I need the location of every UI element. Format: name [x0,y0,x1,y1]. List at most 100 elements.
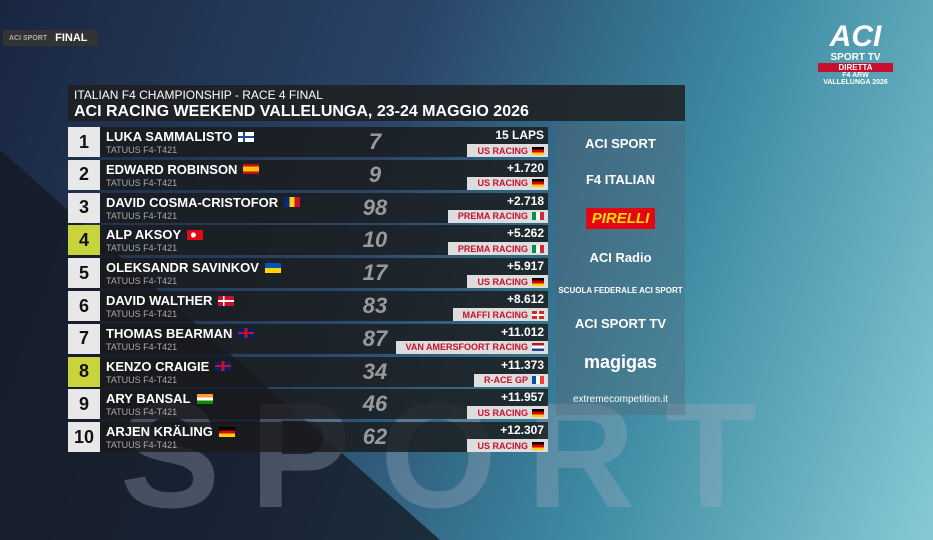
car-model: TATUUS F4-T421 [106,440,178,451]
driver-cell: OLEKSANDR SAVINKOV TATUUS F4-T421 17 +5.917… [100,258,548,289]
team: PREMA RACING [447,209,548,223]
channel-event: F4 ARW [842,72,869,79]
team: US RACING [467,176,548,190]
sponsor-column: ACI SPORT F4 ITALIAN PIRELLI ACI Radio S… [556,125,685,415]
team-name: US RACING [477,276,528,287]
car-number: 9 [368,161,382,187]
driver: ALP AKSOY [106,227,204,243]
sponsor: SCUOLA FEDERALE ACI SPORT [558,285,683,295]
flag-icon [532,441,544,450]
result-row: 8 KENZO CRAIGIE TATUUS F4-T421 34 +11.373 R-A… [68,356,548,387]
flag-icon [532,376,544,385]
flag-icon [187,229,204,240]
result-row: 5 OLEKSANDR SAVINKOV TATUUS F4-T421 17 +5.91… [68,258,548,289]
team-name: VAN AMERSFOORT RACING [405,342,529,353]
gap: 15 LAPS [495,128,544,142]
driver-name: LUKA SAMMALISTO [106,129,233,144]
driver: KENZO CRAIGIE [106,359,232,374]
car-number: 7 [368,129,382,154]
gap: +11.957 [500,390,544,405]
position: 6 [68,291,100,321]
position: 2 [68,159,100,190]
flag-icon [532,408,544,417]
sponsor: ACI SPORT TV [574,315,666,331]
team-name: US RACING [477,407,528,418]
title: ACI RACING WEEKEND VALLELUNGA, 23-24 MAG… [74,103,529,120]
car-model: TATUUS F4-T421 [106,276,178,287]
flag-icon [532,310,544,319]
driver-name: DAVID WALTHER [106,293,213,308]
driver-cell: ALP AKSOY TATUUS F4-T421 10 +5.262 PREMA RAC… [100,225,548,256]
driver-name: ALP AKSOY [106,227,182,243]
car-number: 62 [362,424,388,450]
driver: DAVID COSMA-CRISTOFOR [106,195,301,210]
gap: +1.720 [506,160,544,175]
badge-label: FINAL [55,32,88,44]
flag-icon [532,179,544,188]
result-row: 7 THOMAS BEARMAN TATUUS F4-T421 87 +11.012 VA… [68,323,548,354]
driver: THOMAS BEARMAN [106,325,255,341]
car-model: TATUUS F4-T421 [106,177,178,188]
team-name: PREMA RACING [457,211,528,222]
driver-cell: LUKA SAMMALISTO TATUUS F4-T421 7 15 LAPS US … [100,127,548,157]
driver: OLEKSANDR SAVINKOV [106,260,281,275]
subtitle: ITALIAN F4 CHAMPIONSHIP - RACE 4 FINAL [74,88,323,102]
flag-icon [532,343,544,352]
team-name: US RACING [477,440,528,451]
status-badge: ACI SPORT FINAL [3,30,98,46]
team: US RACING [467,406,548,420]
team: US RACING [467,439,548,453]
driver-cell: ARJEN KRÄLING TATUUS F4-T421 62 +12.307 US R… [100,422,548,453]
car-number: 10 [362,227,388,253]
results-header: ITALIAN F4 CHAMPIONSHIP - RACE 4 FINAL A… [68,85,685,121]
driver-cell: DAVID WALTHER TATUUS F4-T421 83 +8.612 MAFFI… [100,291,548,321]
position: 5 [68,258,100,289]
team: US RACING [467,144,548,157]
flag-icon [264,262,281,273]
driver: EDWARD ROBINSON [106,161,260,177]
result-row: 4 ALP AKSOY TATUUS F4-T421 10 +5.262 PREMA RA… [68,225,548,256]
channel-venue: VALLELUNGA 2026 [823,79,888,86]
driver-cell: ARY BANSAL TATUUS F4-T421 46 +11.957 US RACI… [100,389,548,420]
result-row: 10 ARJEN KRÄLING TATUUS F4-T421 62 +12.307 US… [68,422,548,453]
car-model: TATUUS F4-T421 [106,341,178,352]
position: 9 [68,389,100,420]
flag-icon [215,361,232,372]
result-row: 2 EDWARD ROBINSON TATUUS F4-T421 9 +1.720 US … [68,159,548,190]
car-model: TATUUS F4-T421 [106,374,178,385]
car-number: 87 [362,325,388,351]
driver-name: OLEKSANDR SAVINKOV [106,260,259,276]
result-row: 9 ARY BANSAL TATUUS F4-T421 46 +11.957 US RAC… [68,389,548,420]
sponsor: extremecompetition.it [572,393,669,405]
driver-name: THOMAS BEARMAN [106,325,233,341]
driver-cell: DAVID COSMA-CRISTOFOR TATUUS F4-T421 98 +2.… [100,192,548,223]
driver: ARY BANSAL [106,391,213,406]
flag-icon [532,146,544,155]
channel-name: SPORT TV [830,52,881,63]
position: 8 [68,356,100,387]
channel-logo-text: ACI [829,20,882,53]
sponsor: ACI Radio [589,249,652,265]
driver: ARJEN KRÄLING [106,424,235,439]
car-number: 46 [362,391,388,417]
gap: +2.718 [506,193,544,208]
flag-icon [284,197,301,208]
flag-icon [238,328,255,339]
flag-icon [218,426,235,437]
car-model: TATUUS F4-T421 [106,210,178,221]
sponsor: PIRELLI [585,207,656,229]
team-name: US RACING [477,145,528,156]
position: 10 [68,422,100,453]
team: R-ACE GP [473,373,548,387]
team: VAN AMERSFOORT RACING [395,340,548,354]
flag-icon [218,295,235,306]
car-model: TATUUS F4-T421 [106,309,178,319]
position: 3 [68,192,100,223]
car-number: 83 [362,293,388,318]
gap: +11.012 [500,324,544,339]
driver-name: EDWARD ROBINSON [106,161,238,177]
driver-cell: KENZO CRAIGIE TATUUS F4-T421 34 +11.373 R-AC… [100,356,548,387]
sponsor: F4 ITALIAN [585,171,656,187]
driver-name: ARJEN KRÄLING [106,424,213,440]
